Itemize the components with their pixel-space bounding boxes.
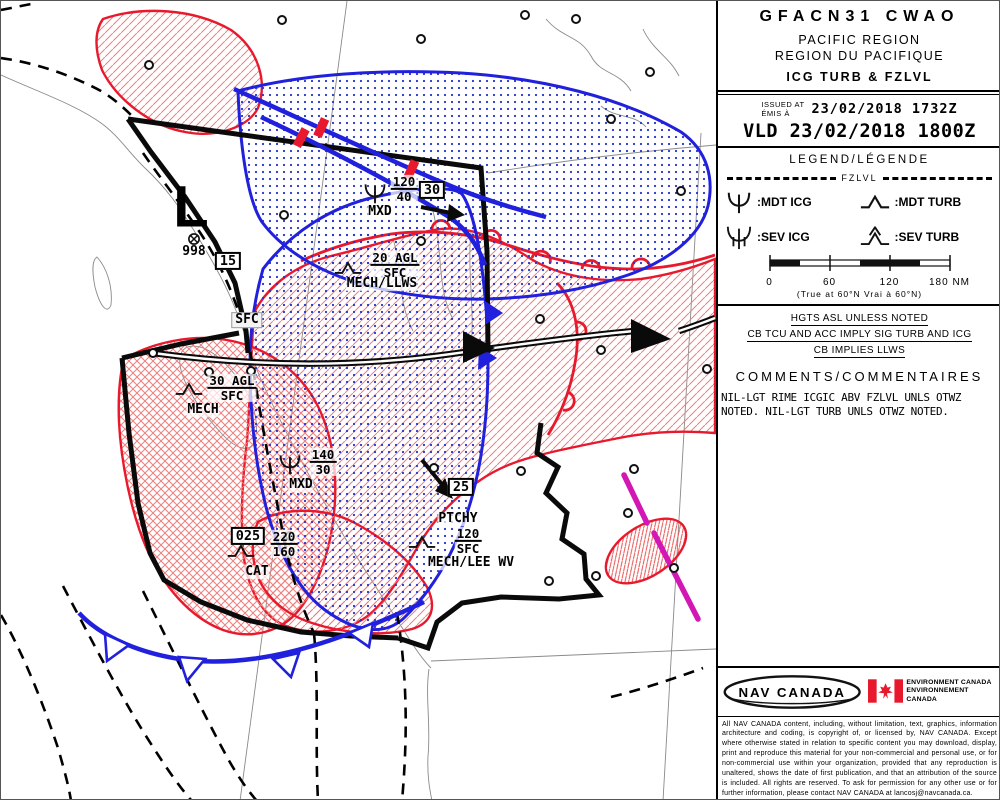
scale-tick-labels: 0 60 120 180 NM: [718, 277, 999, 288]
logo-row: NAV CANADA ENVIRONMENT CANADA ENVIRONNEM…: [718, 665, 999, 716]
station-circle: [544, 576, 554, 586]
copyright-fineprint: All NAV CANADA content, including, witho…: [718, 715, 999, 800]
chart-type: ICG TURB & FZLVL: [786, 70, 933, 84]
legend-item-mdt-turb: :MDT TURB: [860, 189, 994, 215]
map-canvas: [1, 1, 716, 799]
fzlvl-dash-left: [727, 176, 837, 180]
fzlvl-legend-line: FZLVL: [727, 173, 992, 183]
mdt-icg-icon: [726, 189, 752, 215]
note-text: CB IMPLIES LLWS: [813, 345, 906, 358]
nav-canada-logo: NAV CANADA: [723, 674, 861, 709]
sev-icg-icon: [726, 224, 752, 250]
legend-label: :SEV ICG: [757, 230, 810, 244]
product-id: GFACN31 CWAO: [759, 8, 960, 25]
region-en: PACIFIC REGION: [798, 33, 921, 47]
legend-item-sev-turb: :SEV TURB: [860, 224, 994, 250]
station-circle: [702, 364, 712, 374]
fzlvl-dash-right: [882, 176, 992, 180]
fzlvl-dashed-lines: [1, 2, 704, 799]
canada-flag-icon: [868, 679, 904, 704]
station-circle: [516, 466, 526, 476]
env-canada-fr: ENVIRONNEMENT CANADA: [906, 687, 969, 703]
sev-turb-icon: [860, 226, 890, 248]
legend-item-mdt-icg: :MDT ICG: [726, 189, 860, 215]
station-circle: [623, 508, 633, 518]
scale-tick: 0: [766, 277, 773, 288]
station-circle: [676, 186, 686, 196]
distance-scale: 0 60 120 180 NM (True at 60°N Vrai à 60°…: [718, 254, 999, 299]
note-cb-tcu: CB TCU AND ACC IMPLY SIG TURB AND ICG: [720, 329, 999, 342]
station-circle: [416, 34, 426, 44]
turbulence-regions-blue: [236, 70, 712, 632]
station-circle: [144, 60, 154, 70]
nav-canada-text: NAV CANADA: [738, 684, 845, 699]
station-circle: [669, 563, 679, 573]
station-circle: [246, 366, 256, 376]
comments-text: NIL-LGT RIME ICGIC ABV FZLVL UNLS OTWZ N…: [721, 391, 962, 419]
note-text: HGTS ASL UNLESS NOTED: [790, 313, 929, 326]
note-cb-llws: CB IMPLIES LLWS: [720, 345, 999, 358]
station-circle: [520, 10, 530, 20]
station-circle: [629, 464, 639, 474]
station-circle: [645, 67, 655, 77]
scale-tick: 120: [879, 277, 900, 288]
title-block: GFACN31 CWAO PACIFIC REGION REGION DU PA…: [718, 1, 999, 90]
scale-note: (True at 60°N Vrai à 60°N): [796, 289, 923, 299]
station-circle: [606, 114, 616, 124]
env-canada-text: ENVIRONMENT CANADA ENVIRONNEMENT CANADA: [906, 679, 999, 704]
station-circle: [277, 15, 287, 25]
info-panel: GFACN31 CWAO PACIFIC REGION REGION DU PA…: [716, 1, 999, 800]
disclaimer-text: All NAV CANADA content, including, witho…: [722, 720, 997, 798]
note-hgts: HGTS ASL UNLESS NOTED: [720, 313, 999, 326]
env-canada-en: ENVIRONMENT CANADA: [906, 678, 992, 686]
note-text: CB TCU AND ACC IMPLY SIG TURB AND ICG: [747, 329, 972, 342]
comments-title: COMMENTS/COMMENTAIRES: [735, 369, 984, 384]
station-circle: [429, 463, 439, 473]
jet-stream-arrow: [148, 314, 716, 367]
chart-notes: HGTS ASL UNLESS NOTED CB TCU AND ACC IMP…: [718, 306, 999, 360]
station-circle: [591, 571, 601, 581]
scale-tick: 180 NM: [928, 277, 970, 288]
issued-labels: ISSUED AT ÉMIS À: [761, 100, 804, 118]
blue-fronts: [77, 86, 547, 684]
issued-label-en: ISSUED AT: [761, 100, 805, 109]
valid-datetime: VLD 23/02/2018 1800Z: [743, 121, 976, 142]
station-circle: [204, 367, 214, 377]
issued-label-fr: ÉMIS À: [761, 109, 790, 118]
fzlvl-label: FZLVL: [841, 173, 878, 183]
region-fr: REGION DU PACIFIQUE: [774, 49, 945, 63]
station-circle: [285, 531, 295, 541]
legend-label: :MDT ICG: [757, 195, 812, 209]
env-canada-block: ENVIRONMENT CANADA ENVIRONNEMENT CANADA: [868, 679, 999, 704]
station-circle: [535, 314, 545, 324]
legend-title: LEGEND/LÉGENDE: [789, 154, 930, 166]
panel-spacer: [718, 420, 999, 666]
legend-grid: :MDT ICG :MDT TURB :SEV ICG :SEV TURB: [718, 185, 999, 250]
scale-tick: 60: [822, 277, 837, 288]
legend-label: :SEV TURB: [894, 230, 960, 244]
station-circle: [279, 210, 289, 220]
magenta-upper-front: [621, 472, 701, 622]
station-circle: [571, 14, 581, 24]
scale-bar: [768, 255, 951, 271]
mdt-turb-icon: [860, 193, 890, 211]
issued-block: ISSUED AT ÉMIS À 23/02/2018 1732Z VLD 23…: [718, 95, 999, 146]
station-circle: [416, 236, 426, 246]
legend-item-sev-icg: :SEV ICG: [726, 224, 860, 250]
issued-datetime: 23/02/2018 1732Z: [811, 101, 958, 117]
legend-label: :MDT TURB: [894, 195, 962, 209]
weather-map: 120 40 30 MXD 20 AGL SFC MECH/LLWS SFC L 998 15 30 …: [1, 1, 716, 799]
station-circle: [596, 345, 606, 355]
gfa-region-boundary: [119, 116, 604, 652]
legend: LEGEND/LÉGENDE FZLVL :MDT ICG :MDT TURB …: [718, 148, 999, 304]
